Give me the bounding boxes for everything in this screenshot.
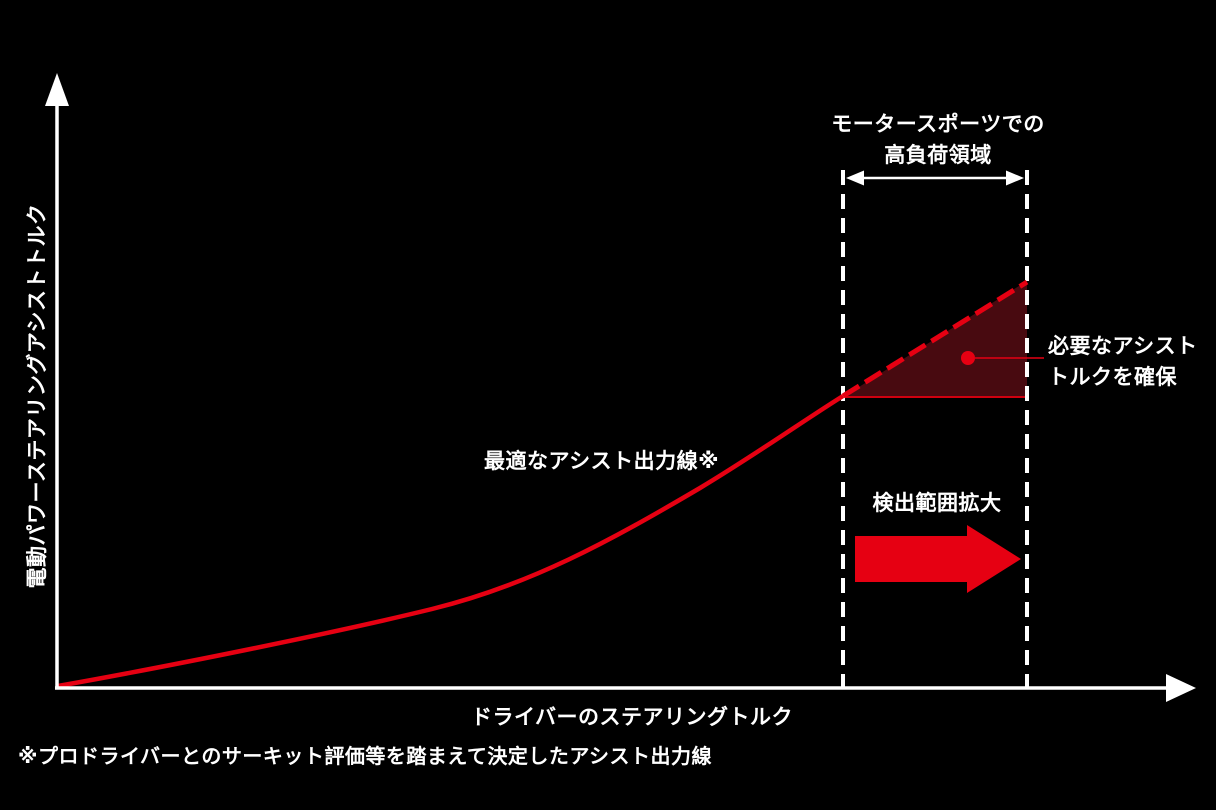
high-load-region-label-line2: 高負荷領域 [884,144,992,167]
y-axis-label: 電動パワーステアリングアシストトルク [26,203,49,589]
assist-output-line-label: 最適なアシスト出力線※ [484,450,720,473]
y-axis-arrowhead-icon [45,73,69,106]
range-arrow-left-head-icon [846,170,864,186]
secure-torque-label-line1: 必要なアシスト [1048,335,1198,358]
range-arrow-right-head-icon [1006,170,1024,186]
secure-torque-label-line2: トルクを確保 [1048,366,1177,389]
extended-output-dashed-line [841,279,1029,399]
high-load-region-label: モータースポーツでの 高負荷領域 [790,109,1086,171]
detection-range-arrow-icon [855,525,1021,593]
x-axis-label: ドライバーのステアリングトルク [470,706,794,729]
x-axis-arrowhead-icon [1166,674,1196,702]
footnote: ※プロドライバーとのサーキット評価等を踏まえて決定したアシスト出力線 [18,746,713,768]
assist-output-curve [57,394,845,689]
high-load-region-label-line1: モータースポーツでの [831,113,1045,136]
callout-dot-icon [961,351,975,365]
secure-torque-label: 必要なアシスト トルクを確保 [1048,331,1198,393]
detection-range-label: 検出範囲拡大 [872,492,1002,515]
